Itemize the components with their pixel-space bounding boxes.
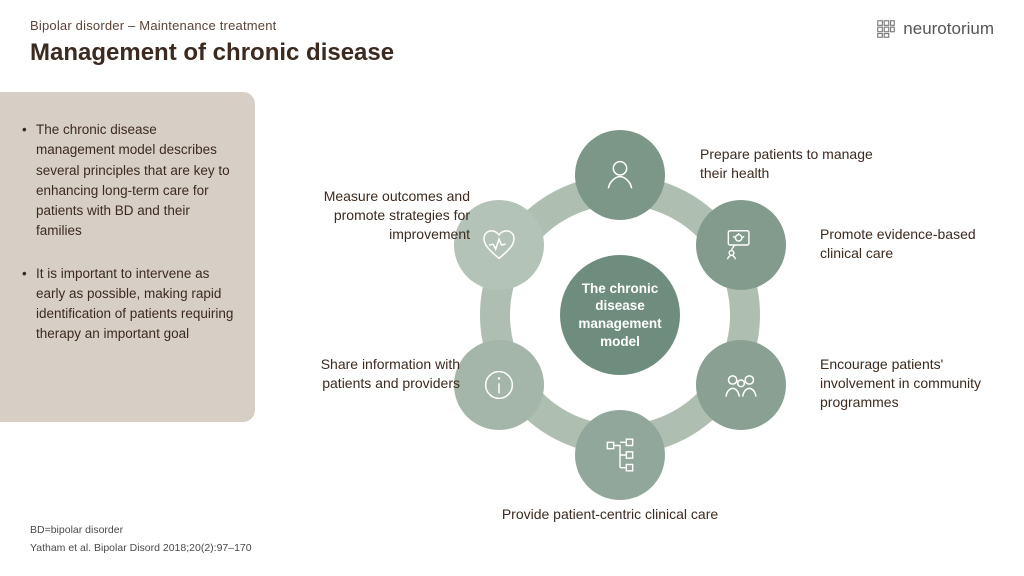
diagram-node-label: Measure outcomes and promote strategies … [290,187,470,244]
diagram-node-label: Promote evidence-based clinical care [820,225,1000,263]
diagram-node [696,340,786,430]
diagram-node-label: Prepare patients to manage their health [700,145,900,183]
diagram-node-label: Provide patient-centric clinical care [500,505,720,524]
diagram-node [454,340,544,430]
chronic-disease-diagram: The chronic disease management model Prep… [300,65,1010,555]
person-icon [600,155,640,195]
sitemap-icon [601,436,639,474]
heart-icon [479,225,519,265]
lightbulb-icon [722,226,760,264]
sidebar-box: The chronic disease management model des… [0,92,255,422]
diagram-center: The chronic disease management model [560,255,680,375]
breadcrumb: Bipolar disorder – Maintenance treatment [30,18,994,33]
logo-text: neurotorium [903,19,994,39]
sidebar-bullet: The chronic disease management model des… [22,120,235,242]
sidebar-bullet: It is important to intervene as early as… [22,264,235,345]
group-icon [721,365,761,405]
info-icon [479,365,519,405]
footnote-abbrev: BD=bipolar disorder [30,522,252,540]
diagram-node [575,130,665,220]
diagram-node-label: Share information with patients and prov… [290,355,460,393]
logo: neurotorium [875,18,994,40]
logo-icon [875,18,897,40]
diagram-node [696,200,786,290]
footnote-citation: Yatham et al. Bipolar Disord 2018;20(2):… [30,540,252,558]
footnotes: BD=bipolar disorder Yatham et al. Bipola… [30,522,252,558]
diagram-node-label: Encourage patients' involvement in commu… [820,355,1010,412]
page-title: Management of chronic disease [30,39,994,67]
diagram-node [575,410,665,500]
